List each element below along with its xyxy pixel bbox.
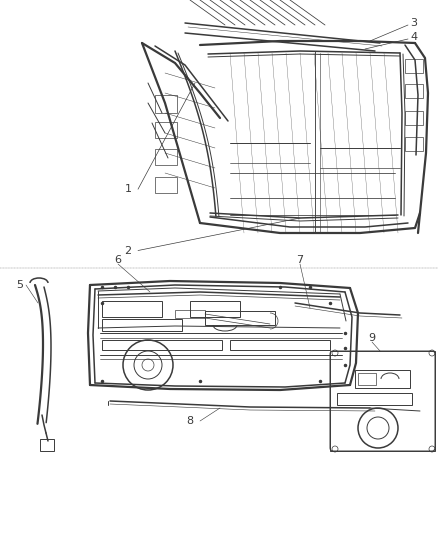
Bar <box>102 319 182 331</box>
Bar <box>405 137 423 151</box>
Bar <box>190 301 240 317</box>
Bar <box>337 393 412 405</box>
Bar <box>405 84 423 98</box>
Bar <box>358 373 376 385</box>
Bar <box>40 439 54 451</box>
Text: 3: 3 <box>410 18 417 28</box>
Bar <box>102 340 222 350</box>
Text: 8: 8 <box>187 416 194 426</box>
Bar <box>330 351 435 451</box>
Text: 2: 2 <box>124 246 131 255</box>
Text: 1: 1 <box>124 184 131 194</box>
Bar <box>155 95 177 113</box>
Text: 6: 6 <box>114 255 121 265</box>
Bar <box>230 340 330 350</box>
Bar <box>155 122 177 138</box>
Bar <box>405 59 423 73</box>
Text: 9: 9 <box>368 333 375 343</box>
Bar <box>155 149 177 165</box>
Text: 4: 4 <box>410 32 417 42</box>
Bar <box>355 370 410 388</box>
Bar <box>102 301 162 317</box>
Bar <box>155 177 177 193</box>
Text: 7: 7 <box>297 255 304 265</box>
Bar <box>405 111 423 125</box>
Text: 5: 5 <box>17 280 24 290</box>
Bar <box>205 311 275 325</box>
Bar <box>175 310 205 318</box>
